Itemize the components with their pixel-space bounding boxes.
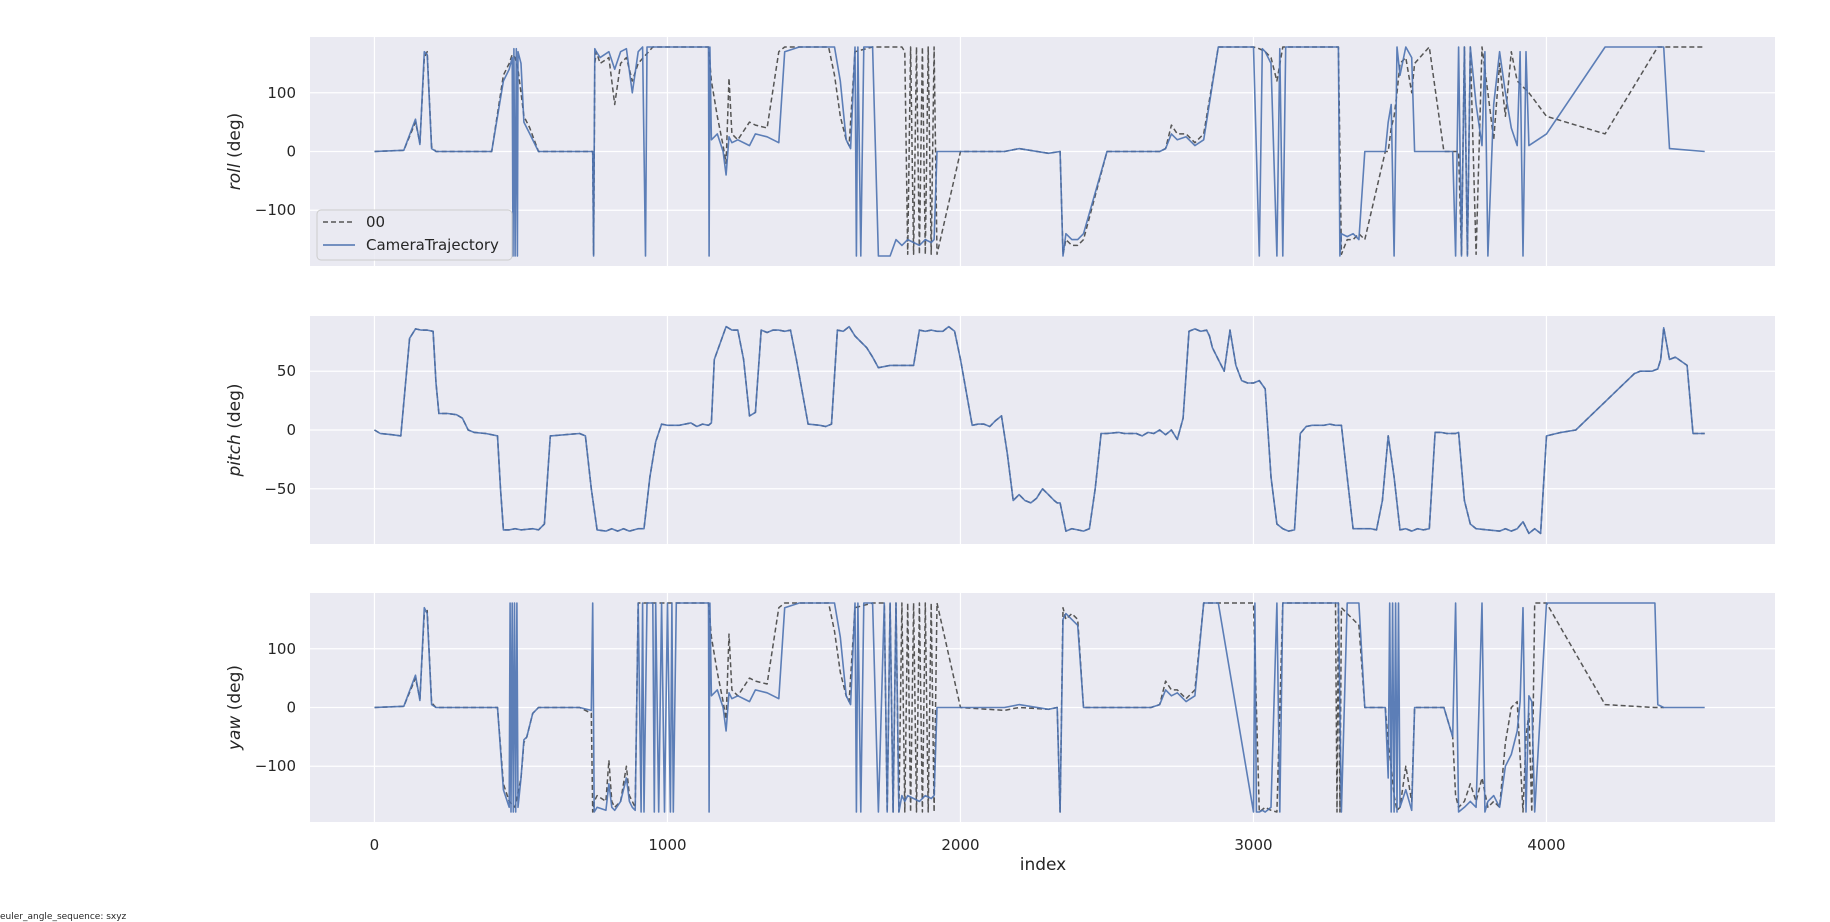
yaw-y-axis-var: yaw	[225, 716, 245, 751]
yaw-series-cameratrajectory	[374, 602, 1705, 813]
roll-y-axis-label: roll (deg)	[225, 113, 245, 191]
x-tick-label: 2000	[941, 836, 979, 854]
roll-subplot: 100 0 −100 roll (deg) 00 CameraTrajectory	[225, 37, 1775, 266]
x-tick-label: 0	[370, 836, 380, 854]
roll-y-tick-label: −100	[255, 201, 296, 219]
pitch-series-cameratrajectory	[374, 325, 1705, 535]
legend: 00 CameraTrajectory	[316, 209, 513, 261]
legend-label: CameraTrajectory	[366, 236, 499, 254]
pitch-y-tick-label: 0	[286, 421, 296, 439]
x-tick-label: 1000	[648, 836, 686, 854]
yaw-y-tick-label: 0	[286, 699, 296, 717]
x-axis-label: index	[1020, 855, 1067, 875]
yaw-y-axis-unit: (deg)	[225, 665, 245, 716]
yaw-y-tick-label: −100	[255, 757, 296, 775]
roll-series-cameratrajectory	[374, 46, 1705, 257]
pitch-y-tick-label: −50	[264, 480, 296, 498]
roll-y-axis-var: roll	[225, 163, 245, 190]
pitch-y-axis-label: pitch (deg)	[225, 383, 245, 477]
yaw-y-tick-label: 100	[267, 640, 296, 658]
yaw-series-00	[374, 602, 1664, 813]
yaw-y-axis-label: yaw (deg)	[225, 665, 245, 751]
x-tick-label: 4000	[1527, 836, 1565, 854]
pitch-subplot: 50 0 −50 pitch (deg)	[225, 316, 1775, 544]
euler-angle-sequence-note: euler_angle_sequence: sxyz	[0, 912, 127, 922]
legend-box	[316, 209, 513, 261]
pitch-y-axis-var: pitch	[225, 434, 245, 477]
roll-y-tick-label: 100	[267, 84, 296, 102]
legend-label: 00	[366, 213, 385, 231]
x-tick-label: 3000	[1234, 836, 1272, 854]
roll-y-axis-unit: (deg)	[225, 113, 245, 164]
roll-y-tick-label: 0	[286, 143, 296, 161]
pitch-y-tick-label: 50	[277, 362, 296, 380]
pitch-y-axis-unit: (deg)	[225, 383, 245, 434]
